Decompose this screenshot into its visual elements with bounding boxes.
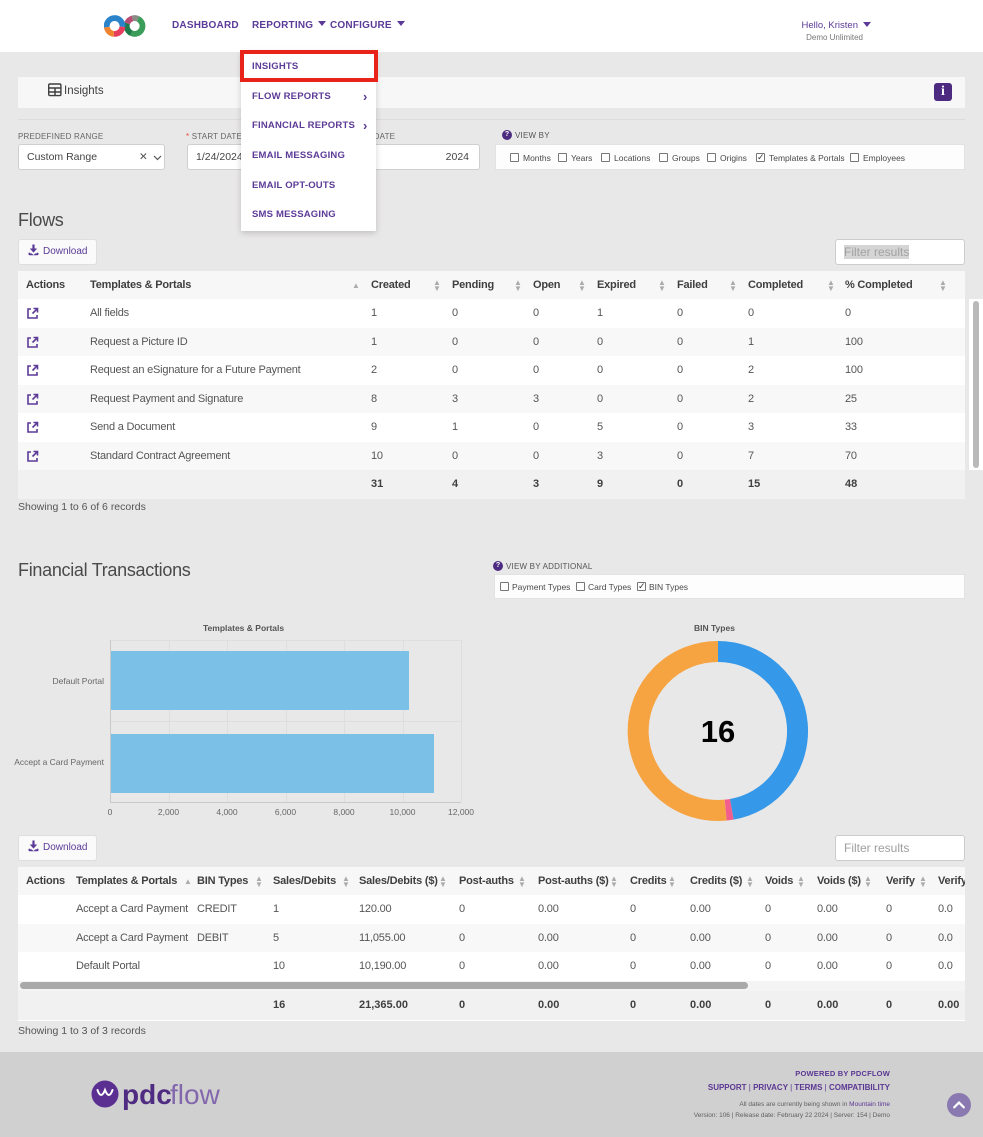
svg-text:flow: flow bbox=[170, 1079, 221, 1110]
svg-text:pdc: pdc bbox=[122, 1079, 172, 1110]
